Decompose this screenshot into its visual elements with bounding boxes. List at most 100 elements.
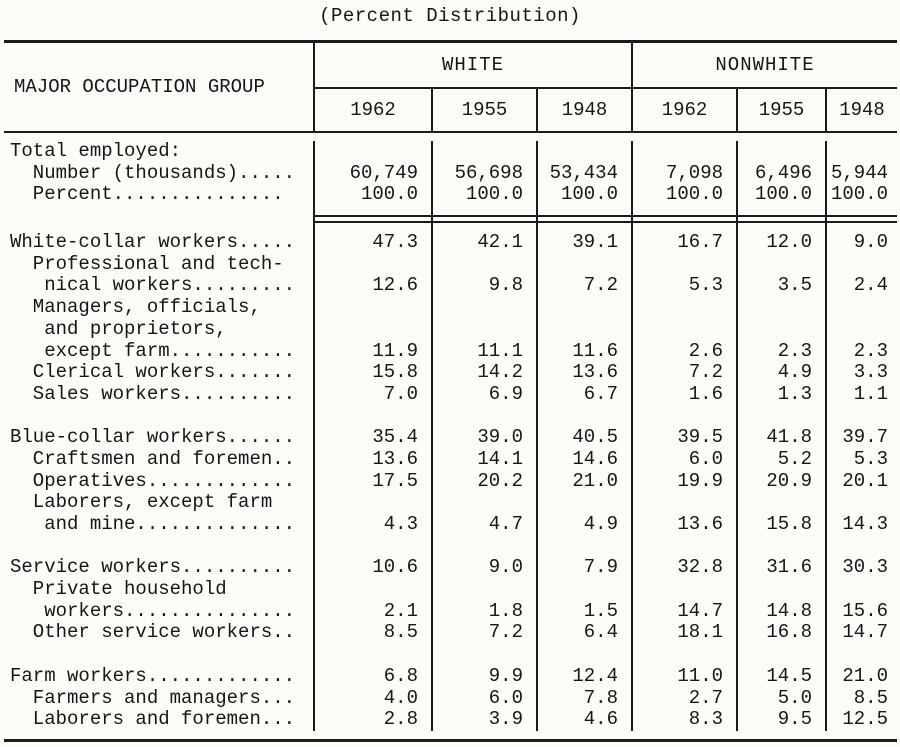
value-cell: [633, 206, 738, 233]
value-cell: 6.7: [538, 383, 633, 406]
value-cell: 4.7: [433, 513, 538, 536]
value-cell: [315, 206, 433, 233]
value-cell: [738, 206, 827, 233]
value-cell: 4.6: [538, 709, 633, 731]
value-cell: 11.9: [315, 340, 433, 363]
value-cell: 60,749: [315, 162, 433, 185]
value-cell: 6.9: [433, 383, 538, 406]
spacer-row: [4, 405, 897, 428]
value-cell: 14.8: [738, 600, 827, 623]
value-cell: [315, 579, 433, 601]
value-cell: 3.3: [853, 361, 888, 384]
value-cell: [315, 297, 433, 319]
table-row: and mine.............. 4.3 4.7 4.9 13.6 15.8 1…: [4, 513, 897, 536]
value-cell: [315, 492, 433, 514]
table-header: MAJOR OCCUPATION GROUP WHITE NONWHITE 19…: [4, 43, 897, 133]
value-cell: 19.9: [633, 470, 738, 493]
row-label: Laborers, except farm: [4, 492, 315, 514]
value-cell: 3.9: [433, 709, 538, 731]
value-cell: [738, 253, 827, 276]
value-cell: [538, 318, 633, 341]
row-label: Blue-collar workers......: [4, 427, 315, 449]
value-cell: [827, 536, 897, 558]
value-cell: 9.5: [738, 709, 827, 731]
table-subtitle: (Percent Distribution): [319, 5, 581, 27]
table-row: Laborers and foremen... 2.8 3.9 4.6 8.3 9.5 12…: [4, 709, 897, 731]
value-cell: 12.6: [315, 275, 433, 298]
value-cell: [738, 405, 827, 428]
value-cell: 40.5: [538, 427, 633, 449]
row-label: Professional and tech-: [4, 253, 315, 276]
year-header-row: 1962 1955 1948 1962 1955 1948: [315, 89, 897, 131]
value-cell: [315, 405, 433, 428]
value-cell: 21.0: [538, 470, 633, 493]
value-cell: 11.1: [433, 340, 538, 363]
value-cell: [538, 141, 633, 163]
row-label: Farm workers.............: [4, 665, 315, 688]
value-cell: [738, 579, 827, 601]
value-cell: 16.8: [738, 622, 827, 645]
value-cell: 100.0: [633, 184, 738, 207]
value-cell: [633, 253, 738, 276]
value-cell: 4.3: [315, 513, 433, 536]
value-cell: 4.0: [315, 687, 433, 710]
row-label: [4, 535, 315, 558]
row-label: Farmers and managers...: [4, 687, 315, 710]
value-cell: 1.8: [433, 600, 538, 623]
table-row: Laborers, except farm: [4, 492, 897, 514]
table-row: Clerical workers....... 15.8 14.2 13.6 7.2 4.…: [4, 362, 897, 384]
value-cell: 8.3: [633, 709, 738, 731]
row-label: Total employed:: [4, 141, 315, 163]
value-cell: 14.5: [738, 665, 827, 688]
value-cell: [433, 405, 538, 428]
value-cell: 11.0: [633, 665, 738, 688]
value-cell: 4.9: [538, 513, 633, 536]
row-label: Service workers..........: [4, 557, 315, 580]
value-cell: 35.4: [315, 427, 433, 449]
value-cell: 1.3: [738, 383, 827, 406]
value-cell: 14.7: [633, 600, 738, 623]
value-cell: 5.3: [633, 275, 738, 298]
value-cell: 56,698: [433, 162, 538, 185]
value-cell: 20.2: [433, 470, 538, 493]
table-row: Farm workers............. 6.8 9.9 12.4 11.0 1…: [4, 665, 897, 688]
table-body: Total employed: Number (thousands)..... 6…: [4, 133, 897, 739]
value-cell: 100.0: [538, 184, 633, 207]
row-label: [4, 405, 315, 428]
value-cell: 39.7: [842, 426, 888, 449]
value-cell: 100.0: [738, 184, 827, 207]
row-label: Number (thousands).....: [4, 162, 315, 185]
value-cell: 1.1: [853, 382, 888, 405]
value-cell: 8.5: [853, 686, 888, 709]
year-column-header: 1962: [633, 89, 738, 131]
value-cell: [433, 206, 538, 233]
value-cell: 7.9: [538, 557, 633, 580]
value-cell: [433, 141, 538, 163]
value-cell: [827, 406, 897, 428]
value-cell: 30.3: [842, 556, 888, 579]
row-label: White-collar workers.....: [4, 232, 315, 254]
column-group-nonwhite: NONWHITE: [715, 54, 815, 76]
value-cell: [538, 579, 633, 601]
value-cell: [315, 644, 433, 666]
value-cell: 2.4: [853, 274, 888, 297]
value-cell: 17.5: [315, 470, 433, 493]
row-label: Laborers and foremen...: [4, 709, 315, 731]
value-cell: [433, 492, 538, 514]
value-cell: [315, 535, 433, 558]
value-cell: [538, 297, 633, 319]
value-cell: 42.1: [433, 231, 538, 254]
value-cell: 16.7: [633, 231, 738, 254]
row-label: nical workers.........: [4, 275, 315, 298]
year-column-header: 1955: [738, 89, 827, 131]
value-cell: 14.1: [433, 448, 538, 471]
double-rule-row: [4, 206, 897, 233]
spacer-row: [4, 535, 897, 558]
table-row: Sales workers.......... 7.0 6.9 6.7 1.6 1.3 1.…: [4, 382, 897, 406]
value-cell: 39.5: [633, 427, 738, 449]
row-label: except farm...........: [4, 340, 315, 363]
row-label: workers...............: [4, 600, 315, 623]
table-row: Number (thousands)..... 60,749 56,698 53,43…: [4, 162, 897, 185]
row-label: and proprietors,: [4, 318, 315, 341]
value-cell: 14.7: [842, 621, 888, 644]
